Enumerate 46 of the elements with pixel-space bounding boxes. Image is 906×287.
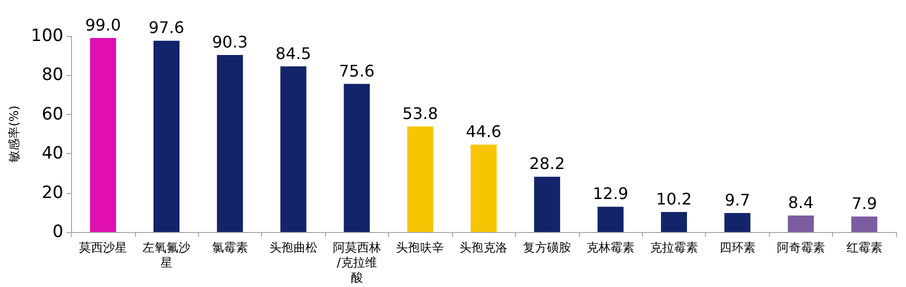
x-tick-label: 头孢曲松 bbox=[269, 240, 318, 254]
y-tick-label: 40 bbox=[42, 144, 64, 164]
x-tick-label: 复方磺胺 bbox=[523, 240, 572, 254]
bar bbox=[154, 40, 180, 232]
x-tick-label: 阿莫西林/克拉维酸 bbox=[332, 240, 381, 284]
bar bbox=[534, 176, 560, 232]
y-tick-label: 80 bbox=[42, 65, 64, 86]
data-label: 53.8 bbox=[402, 104, 438, 124]
bar bbox=[344, 84, 370, 232]
bar bbox=[598, 206, 624, 232]
x-tick-label: 氯霉素 bbox=[212, 240, 248, 254]
bar bbox=[470, 144, 497, 232]
y-tick-label: 100 bbox=[30, 26, 64, 46]
x-tick-label: 莫西沙星 bbox=[79, 240, 128, 254]
y-axis-title: 敏感率(%) bbox=[7, 106, 21, 162]
data-label: 90.3 bbox=[212, 32, 248, 52]
x-tick-label: 克林霉素 bbox=[586, 240, 635, 254]
data-label: 99.0 bbox=[85, 15, 121, 34]
bar bbox=[724, 212, 750, 232]
data-label: 75.6 bbox=[338, 61, 375, 80]
data-label: 9.7 bbox=[724, 190, 750, 210]
bar bbox=[216, 55, 243, 232]
data-label: 10.2 bbox=[656, 190, 692, 209]
bar bbox=[280, 66, 306, 232]
data-label: 84.5 bbox=[276, 44, 312, 63]
x-tick-label: 四环素 bbox=[719, 240, 756, 254]
data-label: 12.9 bbox=[592, 184, 628, 204]
x-tick-label: 头孢克洛 bbox=[460, 240, 508, 254]
x-tick-label: 头孢呋辛 bbox=[396, 240, 444, 254]
y-tick-label: 0 bbox=[52, 222, 64, 242]
data-label: 97.6 bbox=[148, 18, 184, 38]
x-tick-label: 左氧氟沙星 bbox=[142, 240, 190, 270]
bar bbox=[407, 126, 434, 232]
x-tick-label: 红霉素 bbox=[846, 240, 882, 254]
y-tick-label: 60 bbox=[42, 104, 64, 124]
bar bbox=[660, 212, 687, 232]
y-tick-label: 20 bbox=[42, 182, 64, 203]
data-label: 28.2 bbox=[529, 154, 565, 174]
bar bbox=[851, 216, 878, 232]
bar bbox=[90, 38, 116, 232]
x-tick-label: 克拉霉素 bbox=[650, 240, 698, 254]
data-label: 7.9 bbox=[852, 194, 878, 214]
bar bbox=[788, 216, 814, 232]
data-label: 44.6 bbox=[466, 122, 502, 142]
x-tick-label: 阿奇霉素 bbox=[776, 240, 825, 254]
data-label: 8.4 bbox=[788, 193, 814, 212]
